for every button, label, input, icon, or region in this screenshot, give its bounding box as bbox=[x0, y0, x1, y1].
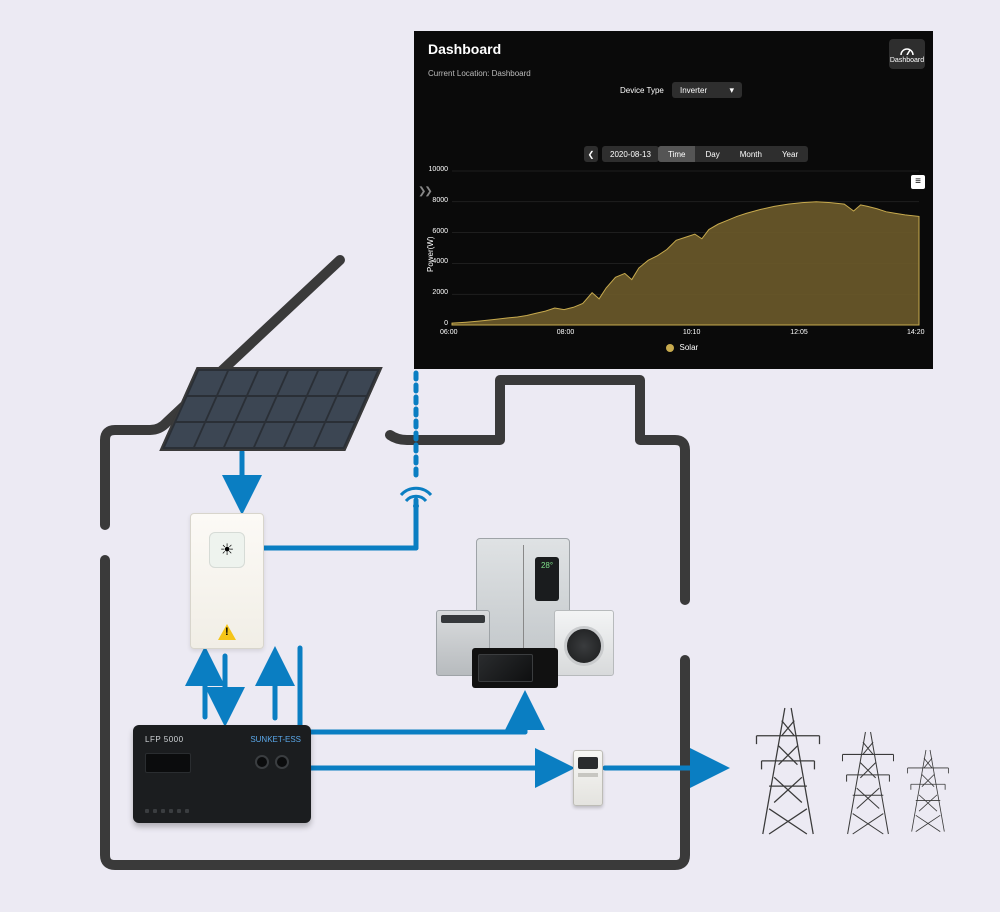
battery-knob bbox=[275, 755, 289, 769]
washer-icon bbox=[554, 610, 614, 676]
battery-ports bbox=[145, 809, 189, 813]
chart-ytick: 2000 bbox=[432, 289, 448, 296]
battery-knob bbox=[255, 755, 269, 769]
chart-ytick: 4000 bbox=[432, 258, 448, 265]
chart-legend: Solar bbox=[666, 343, 699, 352]
power-chart bbox=[414, 31, 933, 369]
fridge-display: 28° bbox=[535, 557, 559, 601]
battery-model: LFP 5000 bbox=[145, 735, 184, 744]
warning-icon bbox=[218, 624, 236, 640]
inverter-icon: ☀ bbox=[190, 513, 264, 649]
inverter-display: ☀ bbox=[209, 532, 245, 568]
legend-dot-icon bbox=[666, 344, 674, 352]
chart-xtick: 10:10 bbox=[683, 329, 701, 336]
chart-ytick: 10000 bbox=[429, 166, 448, 173]
electricity-meter-icon bbox=[573, 750, 603, 806]
chart-xtick: 06:00 bbox=[440, 329, 458, 336]
chart-ytick: 6000 bbox=[432, 228, 448, 235]
battery-screen bbox=[145, 753, 191, 773]
chart-xtick: 08:00 bbox=[557, 329, 575, 336]
chart-xtick: 14:20 bbox=[907, 329, 925, 336]
appliances-icon: 28° bbox=[436, 538, 612, 690]
chart-ytick: 0 bbox=[444, 320, 448, 327]
battery-icon: LFP 5000 SUNKET-ESS bbox=[133, 725, 311, 823]
chart-ytick: 8000 bbox=[432, 197, 448, 204]
microwave-icon bbox=[472, 648, 558, 688]
washer-door bbox=[564, 626, 604, 666]
dashboard-panel: Dashboard Current Location: Dashboard Da… bbox=[414, 31, 933, 369]
battery-brand: SUNKET-ESS bbox=[250, 735, 301, 744]
legend-label: Solar bbox=[680, 343, 699, 352]
solar-panel-icon bbox=[159, 367, 382, 451]
chart-xtick: 12:05 bbox=[790, 329, 808, 336]
